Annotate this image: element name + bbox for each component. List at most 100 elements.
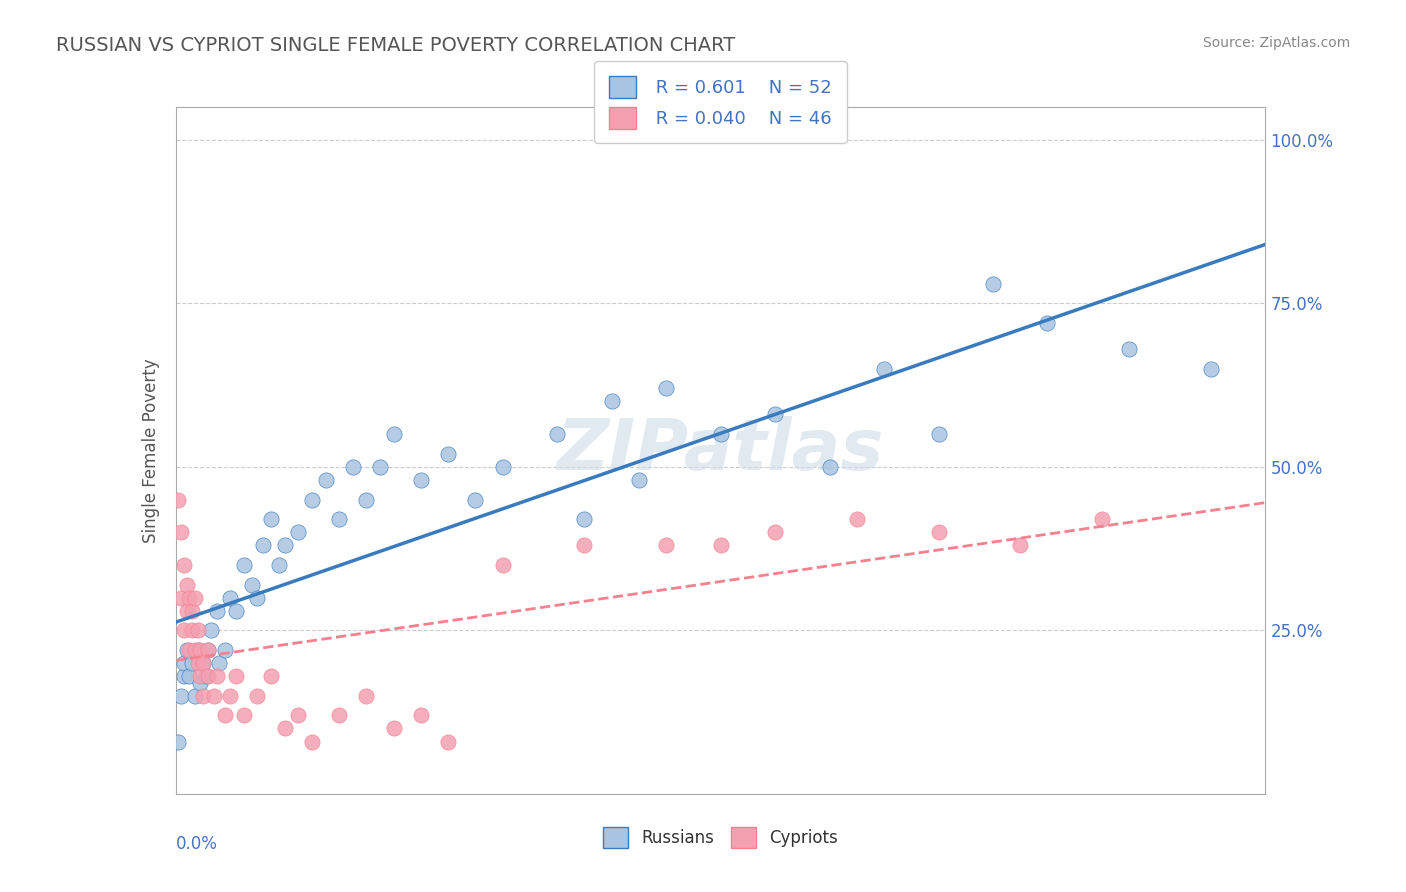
Point (191, 656, 214, 670)
Point (167, 492, 190, 507)
Point (205, 669, 228, 683)
Point (214, 708, 236, 723)
Point (214, 643, 236, 657)
Point (186, 656, 209, 670)
Point (356, 689, 378, 703)
Point (409, 708, 432, 723)
Point (763, 408, 786, 422)
Point (188, 675, 211, 690)
Point (269, 558, 291, 572)
Point (627, 473, 650, 487)
Point (232, 708, 254, 723)
Text: ZIPatlas: ZIPatlas (557, 416, 884, 485)
Point (173, 624, 195, 638)
Point (546, 427, 568, 442)
Point (287, 708, 309, 723)
Point (186, 643, 209, 657)
Point (301, 734, 323, 748)
Legend: Russians, Cypriots: Russians, Cypriots (596, 821, 845, 855)
Point (225, 604, 247, 618)
Point (179, 591, 201, 605)
Text: Source: ZipAtlas.com: Source: ZipAtlas.com (1202, 36, 1350, 50)
Point (492, 459, 515, 474)
Point (342, 459, 364, 474)
Point (655, 538, 678, 552)
Point (205, 604, 228, 618)
Point (202, 689, 225, 703)
Point (197, 669, 219, 683)
Point (191, 656, 214, 670)
Point (328, 512, 350, 526)
Point (368, 459, 391, 474)
Point (197, 643, 219, 657)
Point (928, 427, 950, 442)
Point (1199, 361, 1222, 376)
Point (492, 558, 515, 572)
Point (382, 427, 405, 442)
Point (184, 689, 207, 703)
Point (845, 512, 868, 526)
Text: RUSSIAN VS CYPRIOT SINGLE FEMALE POVERTY CORRELATION CHART: RUSSIAN VS CYPRIOT SINGLE FEMALE POVERTY… (56, 36, 735, 54)
Point (252, 538, 274, 552)
Point (464, 492, 486, 507)
Point (1118, 342, 1140, 356)
Point (200, 624, 222, 638)
Point (232, 558, 254, 572)
Point (208, 656, 231, 670)
Point (188, 669, 211, 683)
Point (173, 656, 195, 670)
Point (170, 591, 193, 605)
Point (274, 722, 297, 736)
Point (1091, 512, 1114, 526)
Text: 0.0%: 0.0% (176, 835, 218, 853)
Point (246, 689, 269, 703)
Point (194, 669, 217, 683)
Point (437, 734, 460, 748)
Point (928, 525, 950, 540)
Point (173, 669, 195, 683)
Point (170, 525, 193, 540)
Point (437, 447, 460, 461)
Point (181, 604, 204, 618)
Point (763, 525, 786, 540)
Point (176, 604, 198, 618)
Point (274, 538, 297, 552)
Point (184, 643, 207, 657)
Point (315, 473, 337, 487)
Point (301, 492, 323, 507)
Point (818, 459, 841, 474)
Point (240, 577, 263, 591)
Point (225, 669, 247, 683)
Point (173, 558, 195, 572)
Point (184, 591, 207, 605)
Point (167, 734, 190, 748)
Point (981, 277, 1004, 291)
Point (710, 427, 733, 442)
Point (197, 643, 219, 657)
Point (574, 512, 596, 526)
Point (176, 643, 198, 657)
Point (356, 492, 378, 507)
Point (873, 361, 896, 376)
Point (188, 643, 211, 657)
Point (219, 591, 242, 605)
Point (574, 538, 596, 552)
Point (179, 669, 201, 683)
Point (328, 708, 350, 723)
Point (219, 689, 242, 703)
Y-axis label: Single Female Poverty: Single Female Poverty (142, 359, 160, 542)
Point (181, 624, 204, 638)
Point (600, 394, 623, 409)
Point (382, 722, 405, 736)
Point (186, 624, 209, 638)
Point (260, 669, 283, 683)
Point (179, 643, 201, 657)
Point (710, 538, 733, 552)
Point (181, 656, 204, 670)
Point (409, 473, 432, 487)
Point (246, 591, 269, 605)
Point (1010, 538, 1032, 552)
Point (170, 689, 193, 703)
Point (287, 525, 309, 540)
Point (260, 512, 283, 526)
